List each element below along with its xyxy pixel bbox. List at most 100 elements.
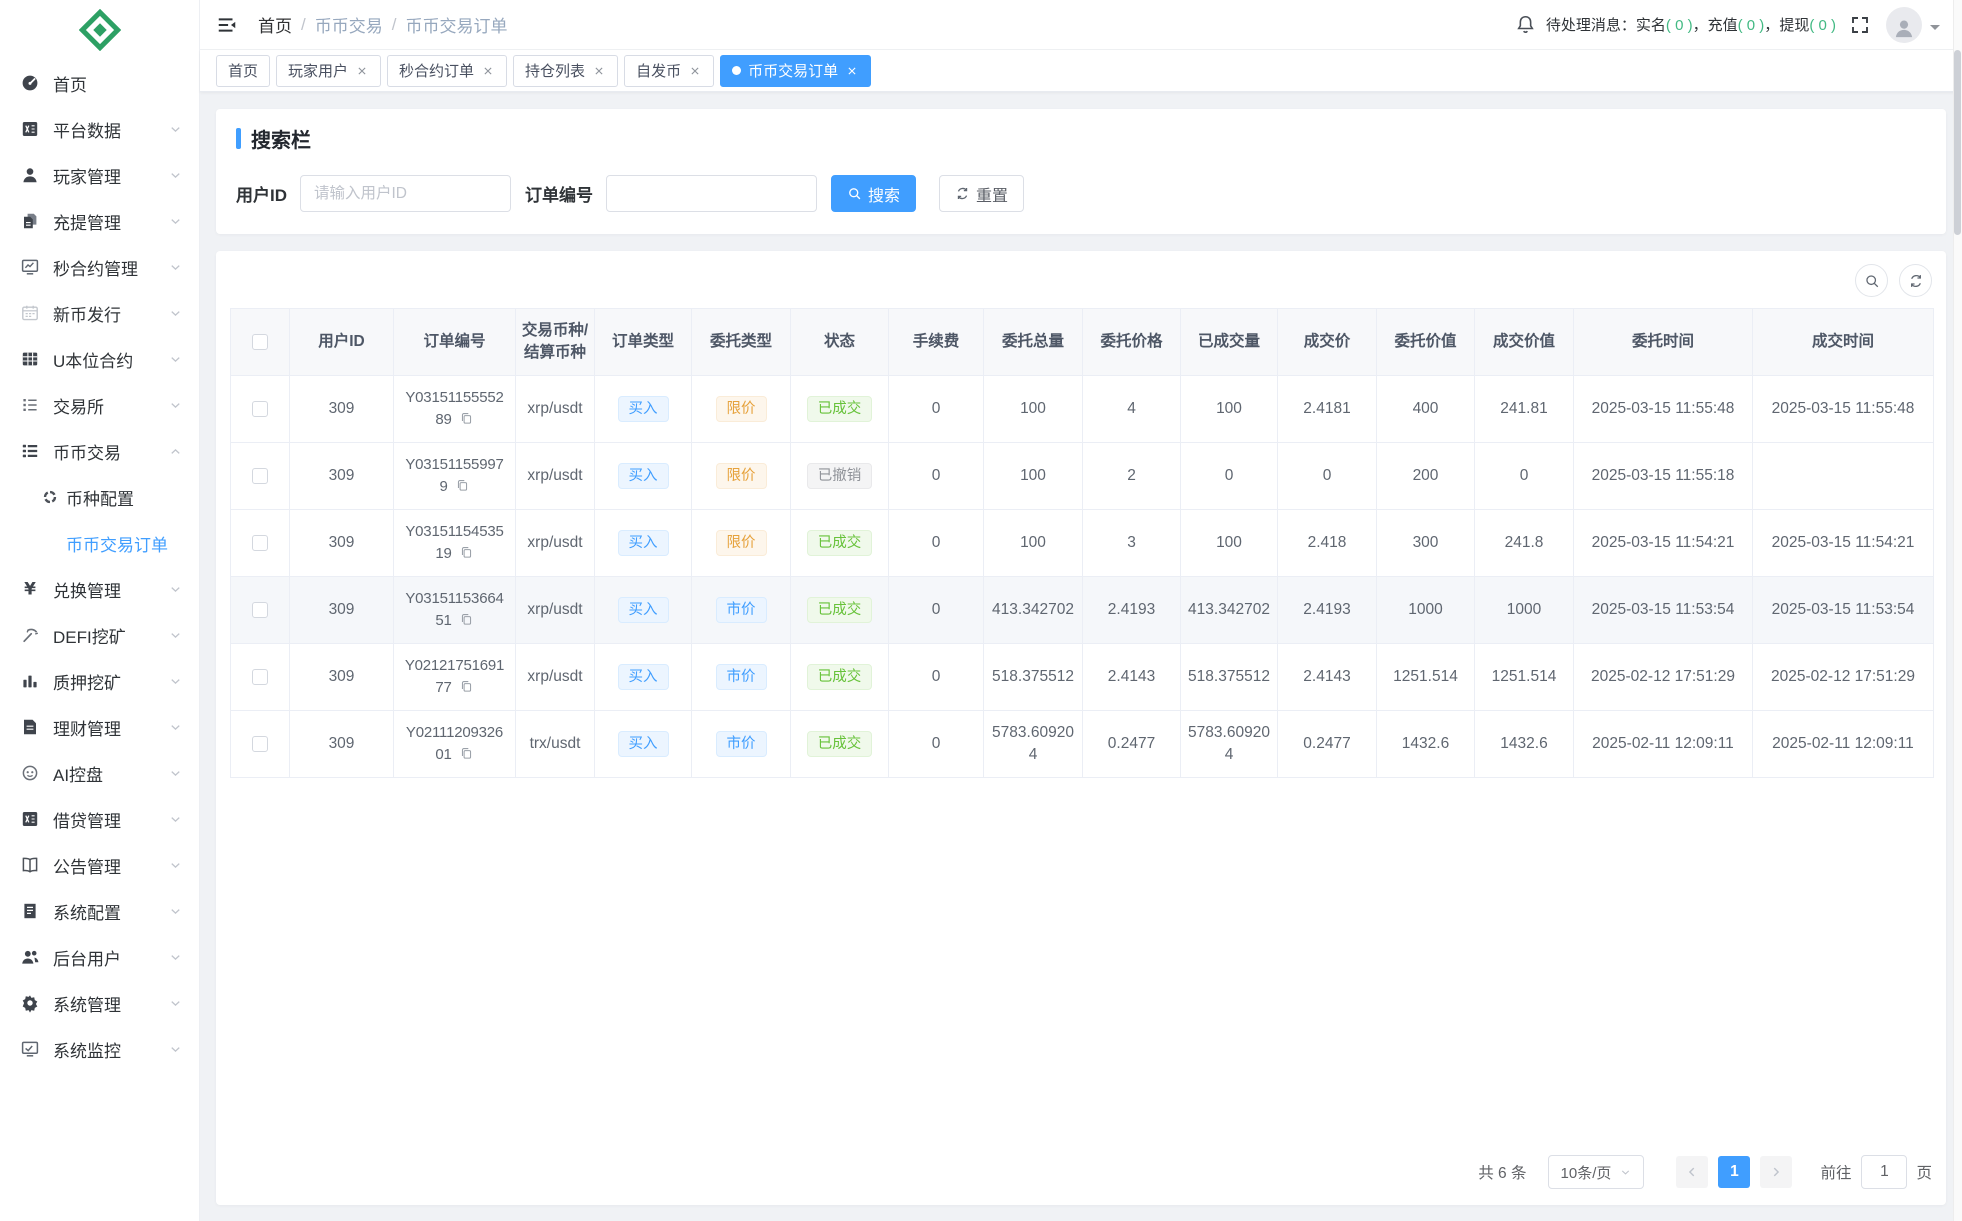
list-icon xyxy=(20,395,40,415)
sidebar-subitem[interactable]: 币币交易订单 xyxy=(0,520,199,566)
sidebar-item[interactable]: U本位合约 xyxy=(0,336,199,382)
sidebar-item[interactable]: 充提管理 xyxy=(0,198,199,244)
bell-icon[interactable] xyxy=(1515,14,1536,35)
order-number: Y03151155552 89 xyxy=(405,389,504,428)
copy-icon[interactable] xyxy=(459,679,474,694)
sidebar-item[interactable]: 平台数据 xyxy=(0,106,199,152)
page-size-select[interactable]: 10条/页 xyxy=(1548,1155,1645,1189)
chevron-down-icon xyxy=(168,904,183,919)
avatar[interactable] xyxy=(1886,6,1922,43)
sidebar-item[interactable]: DEFI挖矿 xyxy=(0,612,199,658)
sidebar-item[interactable]: 系统监控 xyxy=(0,1026,199,1072)
sidebar-item[interactable]: 交易所 xyxy=(0,382,199,428)
sidebar-item[interactable]: 首页 xyxy=(0,60,199,106)
sidebar-item-label: 理财管理 xyxy=(53,719,121,739)
chevron-down-icon xyxy=(168,122,183,137)
copy-icon[interactable] xyxy=(459,411,474,426)
status-tag: 已成交 xyxy=(806,664,873,690)
sidebar-item[interactable]: ¥ 兑换管理 xyxy=(0,566,199,612)
sidebar-item[interactable]: 新币发行 xyxy=(0,290,199,336)
reset-button[interactable]: 重置 xyxy=(939,175,1025,212)
cell-deal-price: 2.4193 xyxy=(1277,576,1377,644)
sidebar-item[interactable]: 理财管理 xyxy=(0,704,199,750)
cell-fee: 0 xyxy=(888,576,984,644)
tab[interactable]: 玩家用户 xyxy=(276,54,382,87)
sidebar-item[interactable]: 公告管理 xyxy=(0,842,199,888)
goto-page-input[interactable] xyxy=(1861,1155,1908,1189)
table-toolbar xyxy=(230,264,1932,297)
cell-status: 已成交 xyxy=(790,576,889,644)
cell-deal-price: 0.2477 xyxy=(1277,710,1377,778)
scrollbar[interactable] xyxy=(1953,0,1962,1221)
refresh-table-button[interactable] xyxy=(1899,264,1932,297)
column-header: 已成交量 xyxy=(1180,308,1278,376)
search-toggle-button[interactable] xyxy=(1855,264,1888,297)
total-count: 共 6 条 xyxy=(1478,1165,1527,1182)
chevron-right-icon xyxy=(1769,1165,1783,1179)
cell-total: 100 xyxy=(983,442,1083,510)
tab[interactable]: 首页 xyxy=(216,54,271,87)
next-page-button[interactable] xyxy=(1760,1156,1793,1188)
sidebar-item[interactable]: 币币交易 xyxy=(0,428,199,474)
copy-icon[interactable] xyxy=(459,545,474,560)
sidebar-item[interactable]: 质押挖矿 xyxy=(0,658,199,704)
message-label: 充值 xyxy=(1707,17,1738,34)
row-checkbox[interactable] xyxy=(252,467,268,484)
sidebar-item[interactable]: 后台用户 xyxy=(0,934,199,980)
sidebar-item[interactable]: 系统配置 xyxy=(0,888,199,934)
search-button[interactable]: 搜索 xyxy=(831,175,917,212)
fullscreen-icon[interactable] xyxy=(1850,15,1870,35)
copy-icon[interactable] xyxy=(459,746,474,761)
order-no-input[interactable] xyxy=(606,175,817,212)
scrollbar-thumb[interactable] xyxy=(1954,50,1961,235)
tab[interactable]: 币币交易订单 xyxy=(720,54,872,87)
user-id-input[interactable] xyxy=(300,175,511,212)
sidebar-item-label: 新币发行 xyxy=(53,305,121,325)
column-header: 订单编号 xyxy=(393,308,516,376)
sidebar-item-label: 系统配置 xyxy=(53,903,121,923)
sidebar-item[interactable]: 玩家管理 xyxy=(0,152,199,198)
pagination: 共 6 条 10条/页 1 前往 页 xyxy=(230,1141,1932,1189)
mining-pick-icon xyxy=(20,625,40,645)
prev-page-button[interactable] xyxy=(1676,1156,1709,1188)
row-checkbox[interactable] xyxy=(252,668,268,685)
pending-messages: 待处理消息：实名( 0 )，充值( 0 )，提现( 0 ) xyxy=(1545,17,1836,34)
page-number-current[interactable]: 1 xyxy=(1718,1156,1751,1188)
copy-icon[interactable] xyxy=(455,478,470,493)
trade-list-icon xyxy=(20,441,40,461)
cell-deal-time: 2025-03-15 11:53:54 xyxy=(1752,576,1934,644)
cell-filled: 100 xyxy=(1180,509,1278,577)
row-checkbox[interactable] xyxy=(252,601,268,618)
sidebar-item[interactable]: 借贷管理 xyxy=(0,796,199,842)
sidebar-item[interactable]: 系统管理 xyxy=(0,980,199,1026)
cell-entrust-time: 2025-02-11 12:09:11 xyxy=(1573,710,1753,778)
cell-select xyxy=(230,643,290,711)
order-number: Y02121751691 77 xyxy=(404,657,505,696)
active-tab-dot xyxy=(732,66,742,75)
sidebar-subitem[interactable]: 币种配置 xyxy=(0,474,199,520)
tab[interactable]: 自发币 xyxy=(624,54,715,87)
row-checkbox[interactable] xyxy=(252,400,268,417)
finance-doc-icon xyxy=(20,717,40,737)
cell-user-id: 309 xyxy=(289,576,394,644)
table-body: 309 Y03151155552 89 xrp/usdt 买入 限价 已成交 0 100 4 10… xyxy=(230,375,1934,778)
breadcrumb-item-home[interactable]: 首页 xyxy=(258,17,292,36)
chevron-up-icon xyxy=(168,444,183,459)
row-checkbox[interactable] xyxy=(252,735,268,752)
column-header: 委托价格 xyxy=(1082,308,1181,376)
cell-pair: xrp/usdt xyxy=(515,375,595,443)
sidebar-item[interactable]: 秒合约管理 xyxy=(0,244,199,290)
select-all-checkbox[interactable] xyxy=(252,333,268,350)
order-number: Y03151153664 51 xyxy=(405,590,504,629)
copy-icon[interactable] xyxy=(459,612,474,627)
row-checkbox[interactable] xyxy=(252,534,268,551)
tab[interactable]: 秒合约订单 xyxy=(387,54,508,87)
cell-entrust-value: 1000 xyxy=(1376,576,1475,644)
top-navbar: 首页 / 币币交易 / 币币交易订单 待处理消息：实名( 0 )，充值( 0 )… xyxy=(200,0,1962,50)
chevron-down-icon xyxy=(168,306,183,321)
tab[interactable]: 持仓列表 xyxy=(513,54,619,87)
caret-down-icon[interactable] xyxy=(1930,24,1940,35)
sidebar-fold-icon[interactable] xyxy=(216,14,238,36)
sidebar-item[interactable]: AI控盘 xyxy=(0,750,199,796)
cell-status: 已成交 xyxy=(790,710,889,778)
